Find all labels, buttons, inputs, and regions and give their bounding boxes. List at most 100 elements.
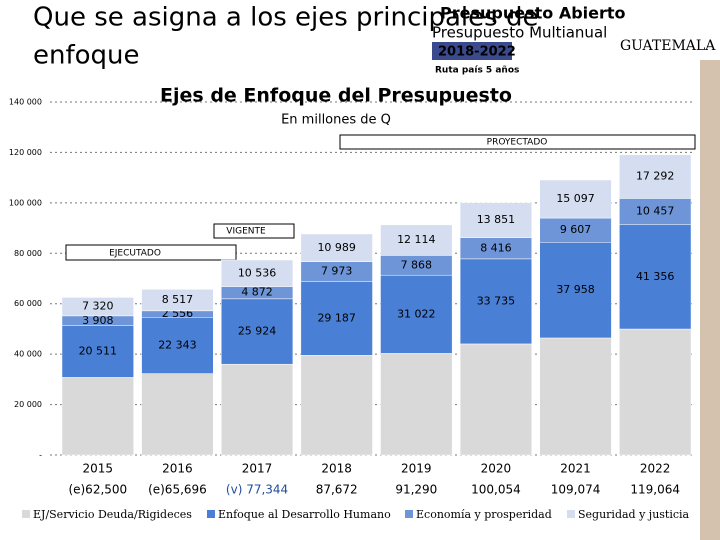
y-tick-label: 120 000 — [9, 148, 42, 157]
y-tick-label: 20 000 — [14, 400, 42, 409]
annotation-box — [65, 244, 237, 261]
bar-segment — [220, 259, 294, 287]
legend-swatch — [207, 510, 215, 518]
photo-strip — [700, 60, 720, 540]
bar-segment — [619, 328, 692, 456]
x-tick-label: 2017 — [242, 462, 273, 476]
data-label: 9 607 — [560, 223, 592, 236]
bar-segment — [459, 258, 533, 345]
data-label: 10 457 — [636, 205, 675, 218]
bar-segment — [380, 274, 453, 354]
data-label: 31 022 — [397, 307, 436, 320]
bar-segment — [539, 217, 612, 243]
data-label: 12 114 — [397, 233, 436, 246]
bar-segment — [619, 154, 692, 199]
bar-segment — [619, 198, 692, 226]
legend-label: Enfoque al Desarrollo Humano — [218, 508, 391, 521]
logo-text: GUATEMALA — [620, 38, 716, 54]
bar-segment — [220, 363, 294, 456]
logo-text: Ruta país 5 años — [435, 66, 519, 76]
chart-subtitle: En millones de Q — [281, 113, 391, 128]
legend-label: EJ/Servicio Deuda/Rigideces — [33, 508, 192, 521]
legend-swatch — [405, 510, 413, 518]
legend-label: Economía y prosperidad — [416, 508, 552, 521]
data-label: 37 958 — [556, 283, 595, 296]
bar-segment — [539, 179, 612, 219]
total-label: (v) 77,344 — [226, 483, 288, 497]
bar-segment — [459, 202, 533, 238]
legend-label: Seguridad y justicia — [578, 508, 690, 521]
data-label: 7 868 — [401, 258, 433, 271]
data-label: 25 924 — [238, 325, 277, 338]
total-label: 109,074 — [551, 483, 601, 497]
data-label: 22 343 — [158, 338, 197, 351]
y-tick-label: 140 000 — [9, 98, 42, 107]
legend-swatch — [22, 510, 30, 518]
x-tick-label: 2020 — [481, 462, 512, 476]
logo-band — [432, 42, 512, 60]
chart-title: Ejes de Enfoque del Presupuesto — [160, 85, 512, 107]
annotation: PROYECTADO — [487, 138, 548, 148]
data-label: 41 356 — [636, 270, 675, 283]
logo-text: Presupuesto Abierto — [440, 4, 626, 23]
total-label: (e)65,696 — [148, 483, 207, 497]
y-tick-label: 80 000 — [14, 249, 42, 258]
bar-segment — [61, 377, 134, 456]
data-label: 33 735 — [477, 294, 516, 307]
legend-swatch — [567, 510, 575, 518]
slide-title: enfoque — [33, 41, 140, 71]
total-label: 100,054 — [471, 483, 521, 497]
x-tick-label: 2018 — [321, 462, 352, 476]
annotation: EJECUTADO — [109, 249, 161, 259]
bar-segment — [539, 337, 612, 456]
data-label: 7 973 — [321, 265, 353, 278]
annotation-box — [339, 134, 696, 150]
data-label: 8 517 — [162, 293, 194, 306]
annotation: VIGENTE — [226, 227, 266, 237]
data-label: 4 872 — [241, 286, 273, 299]
bar-segment — [141, 373, 214, 456]
data-label: 13 851 — [477, 213, 516, 226]
y-tick-label: 60 000 — [14, 299, 42, 308]
bar-segment — [539, 242, 612, 339]
annotation-box — [213, 223, 295, 239]
bar-segment — [380, 353, 453, 456]
data-label: 20 511 — [79, 345, 118, 358]
x-tick-label: 2022 — [640, 462, 671, 476]
data-label: 10 536 — [238, 266, 277, 279]
logo: Presupuesto Abierto Presupuesto Multianu… — [432, 4, 716, 76]
bar-segment — [300, 355, 373, 456]
bar-segment — [459, 343, 533, 456]
total-label: 119,064 — [630, 483, 680, 497]
total-label: 87,672 — [316, 483, 358, 497]
y-tick-label: - — [39, 451, 42, 460]
bar-segment — [300, 281, 373, 356]
x-tick-label: 2021 — [560, 462, 591, 476]
bar-segment — [141, 289, 214, 312]
bar-segment — [220, 298, 294, 365]
bar-segment — [61, 297, 134, 317]
y-tick-label: 40 000 — [14, 350, 42, 359]
bar-segment — [141, 317, 214, 374]
bar-segment — [619, 224, 692, 330]
data-label: 15 097 — [556, 192, 595, 205]
x-tick-label: 2019 — [401, 462, 432, 476]
data-label: 10 989 — [317, 241, 356, 254]
total-label: (e)62,500 — [68, 483, 127, 497]
slide-title: Que se asigna a los ejes principales de — [33, 3, 538, 33]
x-tick-label: 2016 — [162, 462, 193, 476]
bar-segment — [300, 233, 373, 262]
logo-text: 2018-2022 — [438, 45, 516, 60]
total-label: 91,290 — [395, 483, 437, 497]
x-tick-label: 2015 — [83, 462, 114, 476]
data-label: 7 320 — [82, 300, 114, 313]
data-label: 8 416 — [480, 241, 512, 254]
y-tick-label: 100 000 — [9, 198, 42, 207]
data-label: 29 187 — [317, 312, 356, 325]
logo-text: Presupuesto Multianual — [432, 24, 607, 42]
bar-segment — [380, 224, 453, 256]
data-label: 3 908 — [82, 314, 114, 327]
data-label: 17 292 — [636, 170, 675, 183]
bar-segment — [61, 325, 134, 378]
